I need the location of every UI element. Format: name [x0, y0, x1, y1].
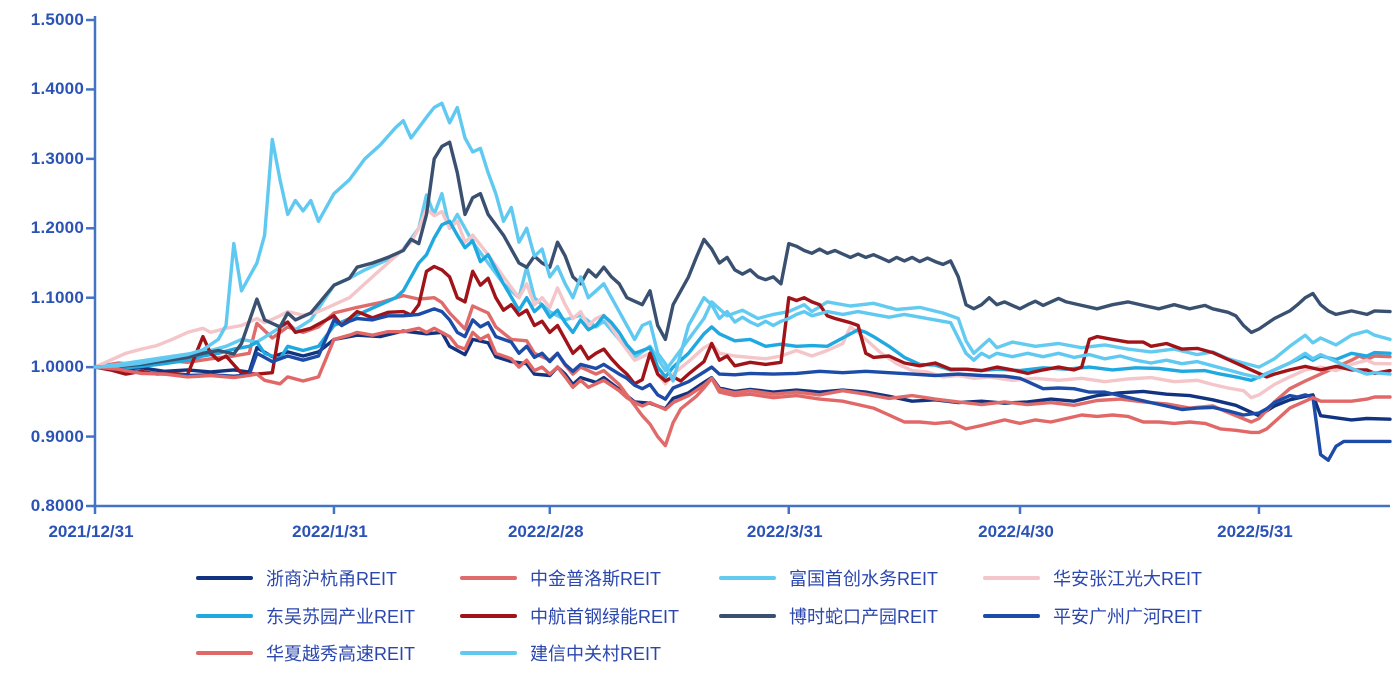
- legend-line-swatch: [460, 613, 517, 619]
- y-tick-label: 1.4000: [30, 79, 84, 99]
- legend-item-博时蛇口产园REIT: 博时蛇口产园REIT: [719, 604, 938, 628]
- x-tick-label: 2022/4/30: [978, 522, 1054, 541]
- legend-item-建信中关村REIT: 建信中关村REIT: [460, 641, 661, 665]
- legend-line-swatch: [196, 650, 253, 656]
- legend-item-浙商沪杭甬REIT: 浙商沪杭甬REIT: [196, 566, 397, 590]
- legend-line-swatch: [196, 575, 253, 581]
- y-tick-label: 0.8000: [30, 496, 84, 515]
- series-line-华夏越秀高速REIT: [93, 326, 1392, 435]
- legend-line-swatch: [719, 613, 776, 619]
- legend-label: 浙商沪杭甬REIT: [266, 569, 398, 589]
- x-tick-label: 2022/2/28: [507, 522, 584, 541]
- y-tick-label: 1.2000: [30, 218, 84, 238]
- legend-item-东吴苏园产业REIT: 东吴苏园产业REIT: [196, 604, 415, 628]
- legend-item-华夏越秀高速REIT: 华夏越秀高速REIT: [196, 641, 415, 665]
- legend-item-中航首钢绿能REIT: 中航首钢绿能REIT: [460, 604, 679, 628]
- x-tick-label: 2022/1/31: [292, 522, 368, 541]
- series-line-富国首创水务REIT: [93, 191, 1392, 373]
- y-tick-label: 1.5000: [30, 10, 84, 29]
- y-tick-label: 1.1000: [30, 287, 84, 307]
- legend-label: 博时蛇口产园REIT: [789, 607, 939, 627]
- legend-label: 中航首钢绿能REIT: [530, 607, 680, 627]
- x-tick-label: 2022/3/31: [746, 522, 823, 541]
- y-tick-label: 1.0000: [30, 357, 84, 377]
- y-tick-label: 0.9000: [30, 426, 84, 446]
- legend-label: 平安广州广河REIT: [1053, 607, 1203, 627]
- legend-line-swatch: [460, 650, 517, 656]
- series-line-博时蛇口产园REIT: [93, 140, 1392, 369]
- legend-item-中金普洛斯REIT: 中金普洛斯REIT: [460, 566, 661, 590]
- series-line-建信中关村REIT: [93, 101, 1392, 383]
- legend-label: 中金普洛斯REIT: [530, 569, 662, 589]
- series-line-平安广州广河REIT: [93, 307, 1392, 462]
- legend-label: 建信中关村REIT: [530, 644, 662, 664]
- x-tick-label: 2021/12/31: [48, 522, 134, 541]
- legend-label: 华安张江光大REIT: [1053, 569, 1203, 589]
- legend-item-平安广州广河REIT: 平安广州广河REIT: [983, 604, 1202, 628]
- y-tick-label: 1.3000: [30, 148, 84, 168]
- legend-line-swatch: [460, 575, 517, 581]
- x-tick-label: 2022/5/31: [1217, 522, 1293, 541]
- legend-line-swatch: [983, 575, 1040, 581]
- series-line-中航首钢绿能REIT: [93, 264, 1392, 386]
- legend-item-华安张江光大REIT: 华安张江光大REIT: [983, 566, 1202, 590]
- legend-label: 富国首创水务REIT: [789, 569, 939, 589]
- legend-line-swatch: [719, 575, 776, 581]
- legend-line-swatch: [983, 613, 1040, 619]
- legend-label: 华夏越秀高速REIT: [266, 644, 416, 664]
- legend-label: 东吴苏园产业REIT: [266, 607, 416, 627]
- legend-line-swatch: [196, 613, 253, 619]
- series-line-浙商沪杭甬REIT: [93, 329, 1392, 422]
- legend-item-富国首创水务REIT: 富国首创水务REIT: [719, 566, 938, 590]
